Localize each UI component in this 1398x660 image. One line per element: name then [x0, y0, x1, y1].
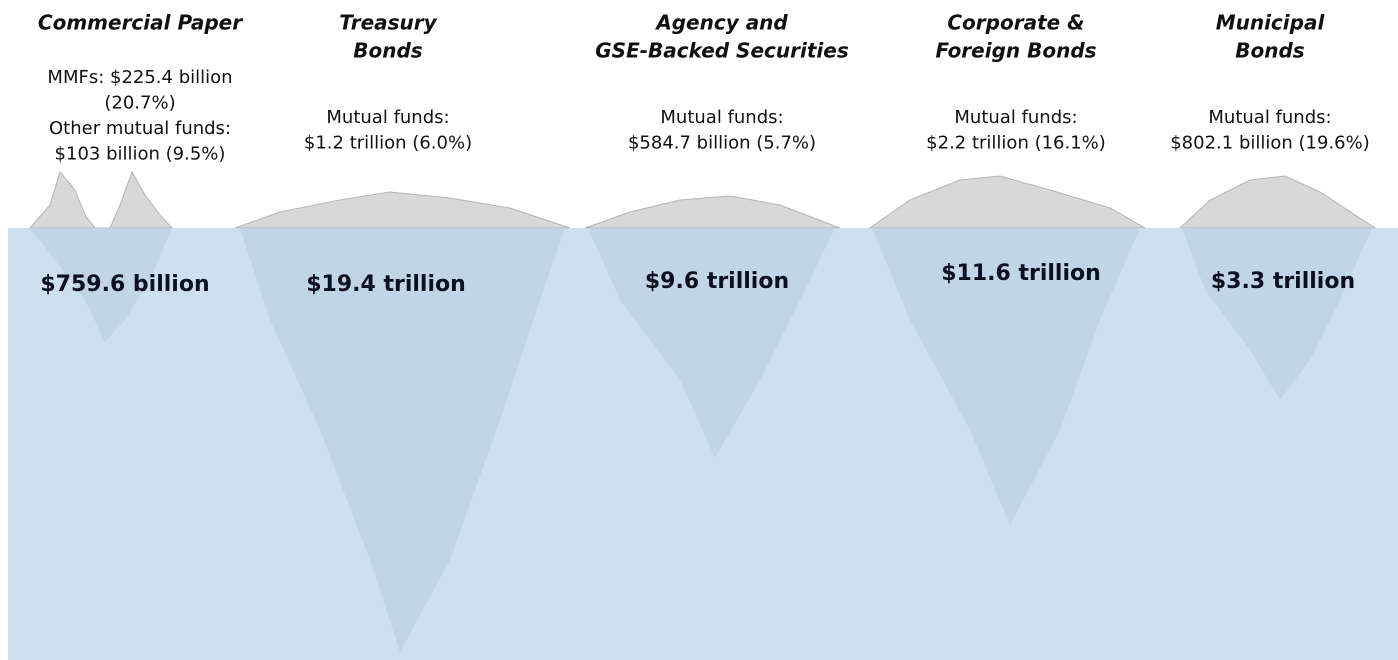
iceberg-tip	[870, 176, 1145, 228]
market-total: $9.6 trillion	[645, 269, 789, 294]
mutual-fund-note: $103 billion (9.5%)	[55, 144, 226, 165]
column-title: Corporate &	[947, 11, 1084, 35]
mutual-fund-note: $2.2 trillion (16.1%)	[926, 133, 1106, 154]
mutual-fund-note: Mutual funds:	[954, 107, 1077, 128]
mutual-fund-note: Mutual funds:	[660, 107, 783, 128]
column-title: Bonds	[353, 39, 423, 63]
mutual-fund-note: Mutual funds:	[326, 107, 449, 128]
column-title: Foreign Bonds	[935, 39, 1096, 63]
market-total: $19.4 trillion	[306, 272, 466, 297]
iceberg-tip	[30, 172, 172, 228]
mutual-fund-note: $1.2 trillion (6.0%)	[304, 133, 472, 154]
iceberg-infographic: Commercial Paper MMFs: $225.4 billion (20.…	[0, 0, 1398, 660]
market-total: $11.6 trillion	[941, 261, 1101, 286]
market-total: $759.6 billion	[40, 272, 209, 297]
column-title: Treasury	[339, 11, 437, 35]
mutual-fund-note: $584.7 billion (5.7%)	[628, 133, 816, 154]
column-title: Municipal	[1216, 11, 1326, 35]
iceberg-tip	[585, 196, 840, 228]
column-title: Agency and	[654, 11, 788, 35]
market-total: $3.3 trillion	[1211, 269, 1355, 294]
iceberg-tip	[235, 192, 570, 228]
mutual-fund-note: Mutual funds:	[1208, 107, 1331, 128]
mutual-fund-note: (20.7%)	[104, 93, 175, 114]
column-title: GSE-Backed Securities	[595, 39, 849, 63]
mutual-fund-note: Other mutual funds:	[49, 118, 231, 139]
mutual-fund-note: $802.1 billion (19.6%)	[1170, 133, 1370, 154]
iceberg-tip	[1180, 176, 1375, 228]
column-title: Commercial Paper	[38, 11, 243, 35]
mutual-fund-note: MMFs: $225.4 billion	[47, 67, 232, 88]
column-title: Bonds	[1235, 39, 1305, 63]
